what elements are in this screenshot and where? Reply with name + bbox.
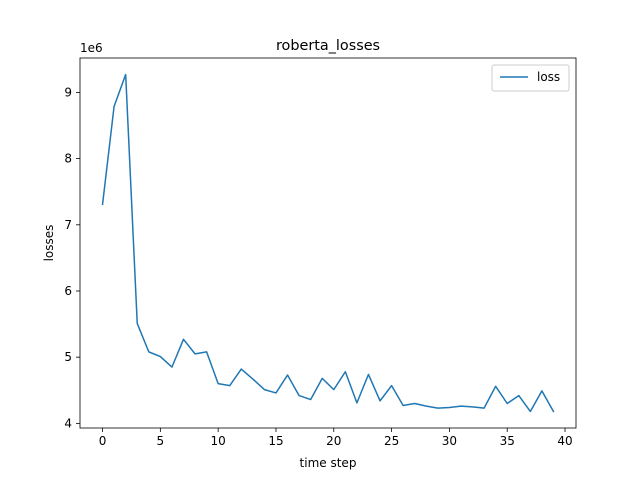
x-tick-label: 35 [500, 434, 515, 448]
chart-title: roberta_losses [276, 38, 380, 54]
y-tick-label: 5 [64, 350, 72, 364]
y-tick-label: 6 [64, 284, 72, 298]
y-tick-label: 4 [64, 416, 72, 430]
x-tick-label: 40 [557, 434, 572, 448]
x-tick-label: 25 [384, 434, 399, 448]
legend: loss [491, 64, 570, 92]
x-tick-label: 30 [442, 434, 457, 448]
legend-label-loss: loss [537, 70, 560, 84]
x-axis-ticks: 0 5 10 15 20 25 30 35 40 [99, 428, 573, 448]
x-tick-label: 5 [157, 434, 165, 448]
y-axis-label: losses [42, 225, 56, 262]
x-tick-label: 15 [268, 434, 283, 448]
y-tick-label: 9 [64, 85, 72, 99]
legend-box [491, 64, 570, 92]
series-line-loss [101, 73, 555, 413]
x-tick-label: 0 [99, 434, 107, 448]
x-tick-label: 20 [326, 434, 341, 448]
plot-area-frame [79, 57, 577, 429]
x-tick-label: 10 [211, 434, 226, 448]
y-tick-label: 7 [64, 218, 72, 232]
y-tick-label: 8 [64, 152, 72, 166]
y-axis-offset-label: 1e6 [80, 41, 103, 55]
y-axis-ticks: 4 5 6 7 8 9 [64, 85, 80, 430]
x-axis-label: time step [300, 456, 357, 470]
